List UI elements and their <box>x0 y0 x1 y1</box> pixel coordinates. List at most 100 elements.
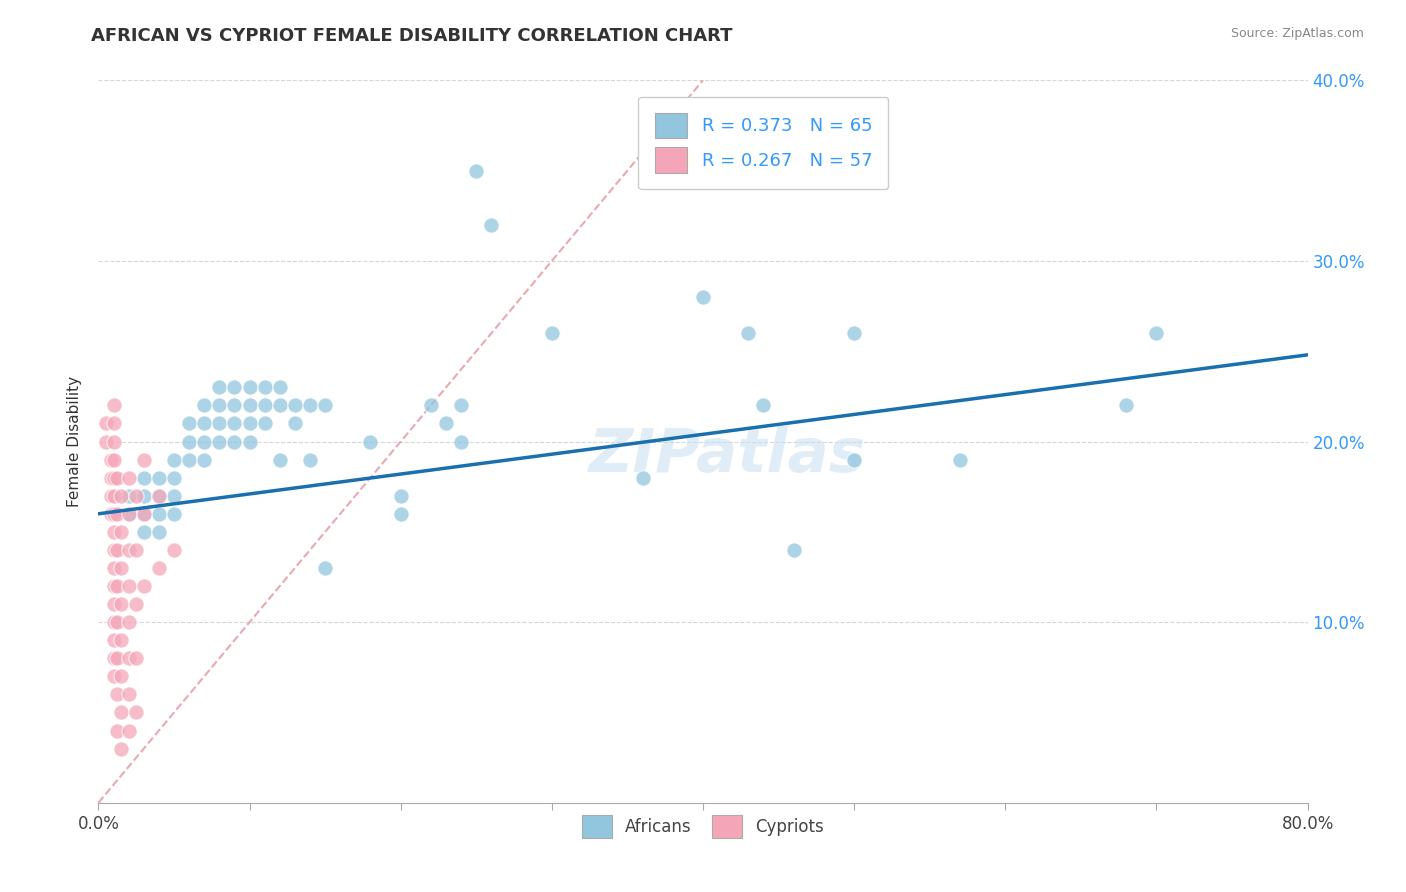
Point <box>193 434 215 449</box>
Point <box>105 687 128 701</box>
Point <box>105 507 128 521</box>
Point <box>314 398 336 412</box>
Point <box>179 452 201 467</box>
Point <box>118 542 141 557</box>
Point <box>269 380 291 394</box>
Point <box>737 326 759 340</box>
Point <box>100 489 122 503</box>
Point <box>163 452 186 467</box>
Point <box>148 507 170 521</box>
Point <box>105 471 128 485</box>
Y-axis label: Female Disability: Female Disability <box>67 376 83 508</box>
Point <box>299 452 322 467</box>
Point <box>103 579 125 593</box>
Point <box>148 471 170 485</box>
Point <box>193 452 215 467</box>
Point <box>314 561 336 575</box>
Point <box>299 398 322 412</box>
Point <box>118 507 141 521</box>
Point <box>110 669 132 683</box>
Point <box>783 542 806 557</box>
Point <box>110 741 132 756</box>
Point <box>118 651 141 665</box>
Point <box>132 579 155 593</box>
Point <box>208 434 231 449</box>
Point <box>163 489 186 503</box>
Point <box>105 542 128 557</box>
Point <box>389 507 412 521</box>
Point <box>105 579 128 593</box>
Point <box>208 380 231 394</box>
Point <box>94 434 117 449</box>
Point <box>103 434 125 449</box>
Point <box>118 579 141 593</box>
Point <box>100 507 122 521</box>
Point <box>208 398 231 412</box>
Point <box>110 706 132 720</box>
Point <box>148 561 170 575</box>
Point <box>103 669 125 683</box>
Point <box>148 524 170 539</box>
Point <box>239 380 262 394</box>
Text: AFRICAN VS CYPRIOT FEMALE DISABILITY CORRELATION CHART: AFRICAN VS CYPRIOT FEMALE DISABILITY COR… <box>91 27 733 45</box>
Point <box>125 489 148 503</box>
Point <box>193 417 215 431</box>
Point <box>239 398 262 412</box>
Point <box>110 633 132 648</box>
Point <box>103 489 125 503</box>
Point <box>103 561 125 575</box>
Point <box>224 417 246 431</box>
Point <box>125 542 148 557</box>
Point <box>360 434 382 449</box>
Point <box>163 471 186 485</box>
Point <box>103 398 125 412</box>
Point <box>103 542 125 557</box>
Point <box>224 398 246 412</box>
Point <box>253 398 276 412</box>
Point <box>118 723 141 738</box>
Point <box>163 542 186 557</box>
Point <box>118 489 141 503</box>
Point <box>284 417 307 431</box>
Point <box>148 489 170 503</box>
Point <box>132 471 155 485</box>
Text: Source: ZipAtlas.com: Source: ZipAtlas.com <box>1230 27 1364 40</box>
Point <box>105 615 128 630</box>
Point <box>434 417 457 431</box>
Point <box>132 507 155 521</box>
Point <box>179 434 201 449</box>
Point <box>450 434 472 449</box>
Point <box>253 380 276 394</box>
Point <box>132 489 155 503</box>
Point <box>125 597 148 611</box>
Point <box>118 471 141 485</box>
Point <box>118 687 141 701</box>
Point <box>844 452 866 467</box>
Point <box>132 507 155 521</box>
Point <box>208 417 231 431</box>
Point <box>125 651 148 665</box>
Point <box>105 723 128 738</box>
Point <box>752 398 775 412</box>
Point <box>103 615 125 630</box>
Point <box>253 417 276 431</box>
Point <box>163 507 186 521</box>
Point <box>103 471 125 485</box>
Point <box>631 471 654 485</box>
Point <box>103 452 125 467</box>
Point <box>118 507 141 521</box>
Point <box>94 417 117 431</box>
Point <box>103 507 125 521</box>
Point <box>103 633 125 648</box>
Point <box>1115 398 1137 412</box>
Point <box>239 434 262 449</box>
Point <box>465 163 488 178</box>
Point <box>450 398 472 412</box>
Point <box>179 417 201 431</box>
Point <box>284 398 307 412</box>
Point <box>239 417 262 431</box>
Point <box>110 561 132 575</box>
Point <box>132 452 155 467</box>
Point <box>389 489 412 503</box>
Point <box>692 290 714 304</box>
